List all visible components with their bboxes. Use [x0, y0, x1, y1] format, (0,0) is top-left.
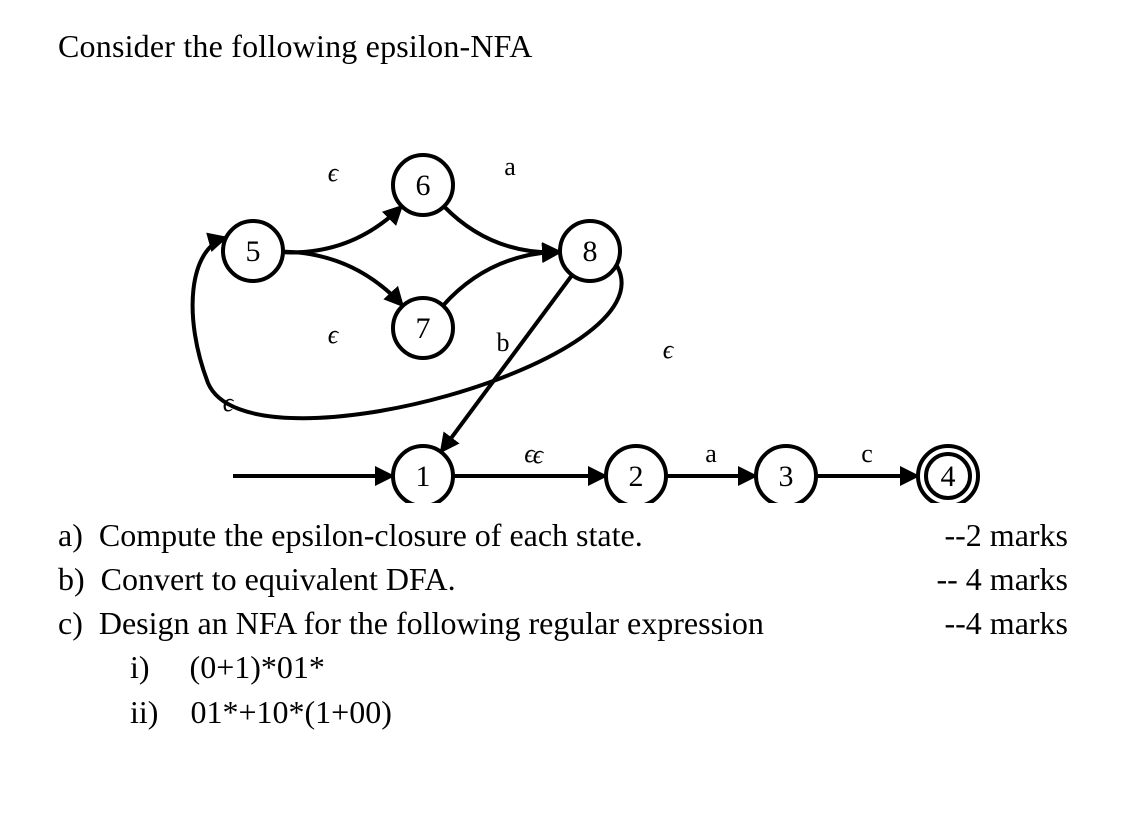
svg-text:7: 7 — [416, 312, 431, 345]
question-b-text: b) Convert to equivalent DFA. — [58, 557, 456, 601]
question-list: a) Compute the epsilon-closure of each s… — [58, 513, 1068, 734]
svg-text:b: b — [497, 328, 510, 357]
page-title: Consider the following epsilon-NFA — [58, 28, 1088, 65]
question-c-sub-i: i) (0+1)*01* — [130, 645, 1068, 689]
question-c: c) Design an NFA for the following regul… — [58, 601, 1068, 645]
svg-text:ϵ: ϵ — [223, 388, 235, 417]
question-c-marks: --4 marks — [944, 601, 1068, 645]
svg-text:5: 5 — [246, 235, 261, 268]
svg-text:3: 3 — [779, 460, 794, 493]
question-a: a) Compute the epsilon-closure of each s… — [58, 513, 1068, 557]
question-c-text: c) Design an NFA for the following regul… — [58, 601, 764, 645]
svg-text:6: 6 — [416, 169, 431, 202]
svg-text:ϵ: ϵ — [328, 320, 340, 349]
svg-text:ϵ: ϵ — [533, 440, 545, 469]
question-b: b) Convert to equivalent DFA. -- 4 marks — [58, 557, 1068, 601]
svg-text:2: 2 — [629, 460, 644, 493]
svg-text:8: 8 — [583, 235, 598, 268]
question-a-text: a) Compute the epsilon-closure of each s… — [58, 513, 643, 557]
svg-text:a: a — [504, 152, 516, 181]
svg-text:a: a — [705, 439, 717, 468]
nfa-diagram: ϵϵabϵϵϵac56781234ϵ — [78, 83, 1038, 503]
question-b-marks: -- 4 marks — [936, 557, 1068, 601]
svg-text:ϵ: ϵ — [663, 335, 675, 364]
question-c-sub-ii: ii) 01*+10*(1+00) — [130, 690, 1068, 734]
svg-text:1: 1 — [416, 460, 431, 493]
question-a-marks: --2 marks — [944, 513, 1068, 557]
svg-text:4: 4 — [941, 460, 956, 493]
svg-text:ϵ: ϵ — [328, 158, 340, 187]
svg-text:c: c — [861, 439, 873, 468]
